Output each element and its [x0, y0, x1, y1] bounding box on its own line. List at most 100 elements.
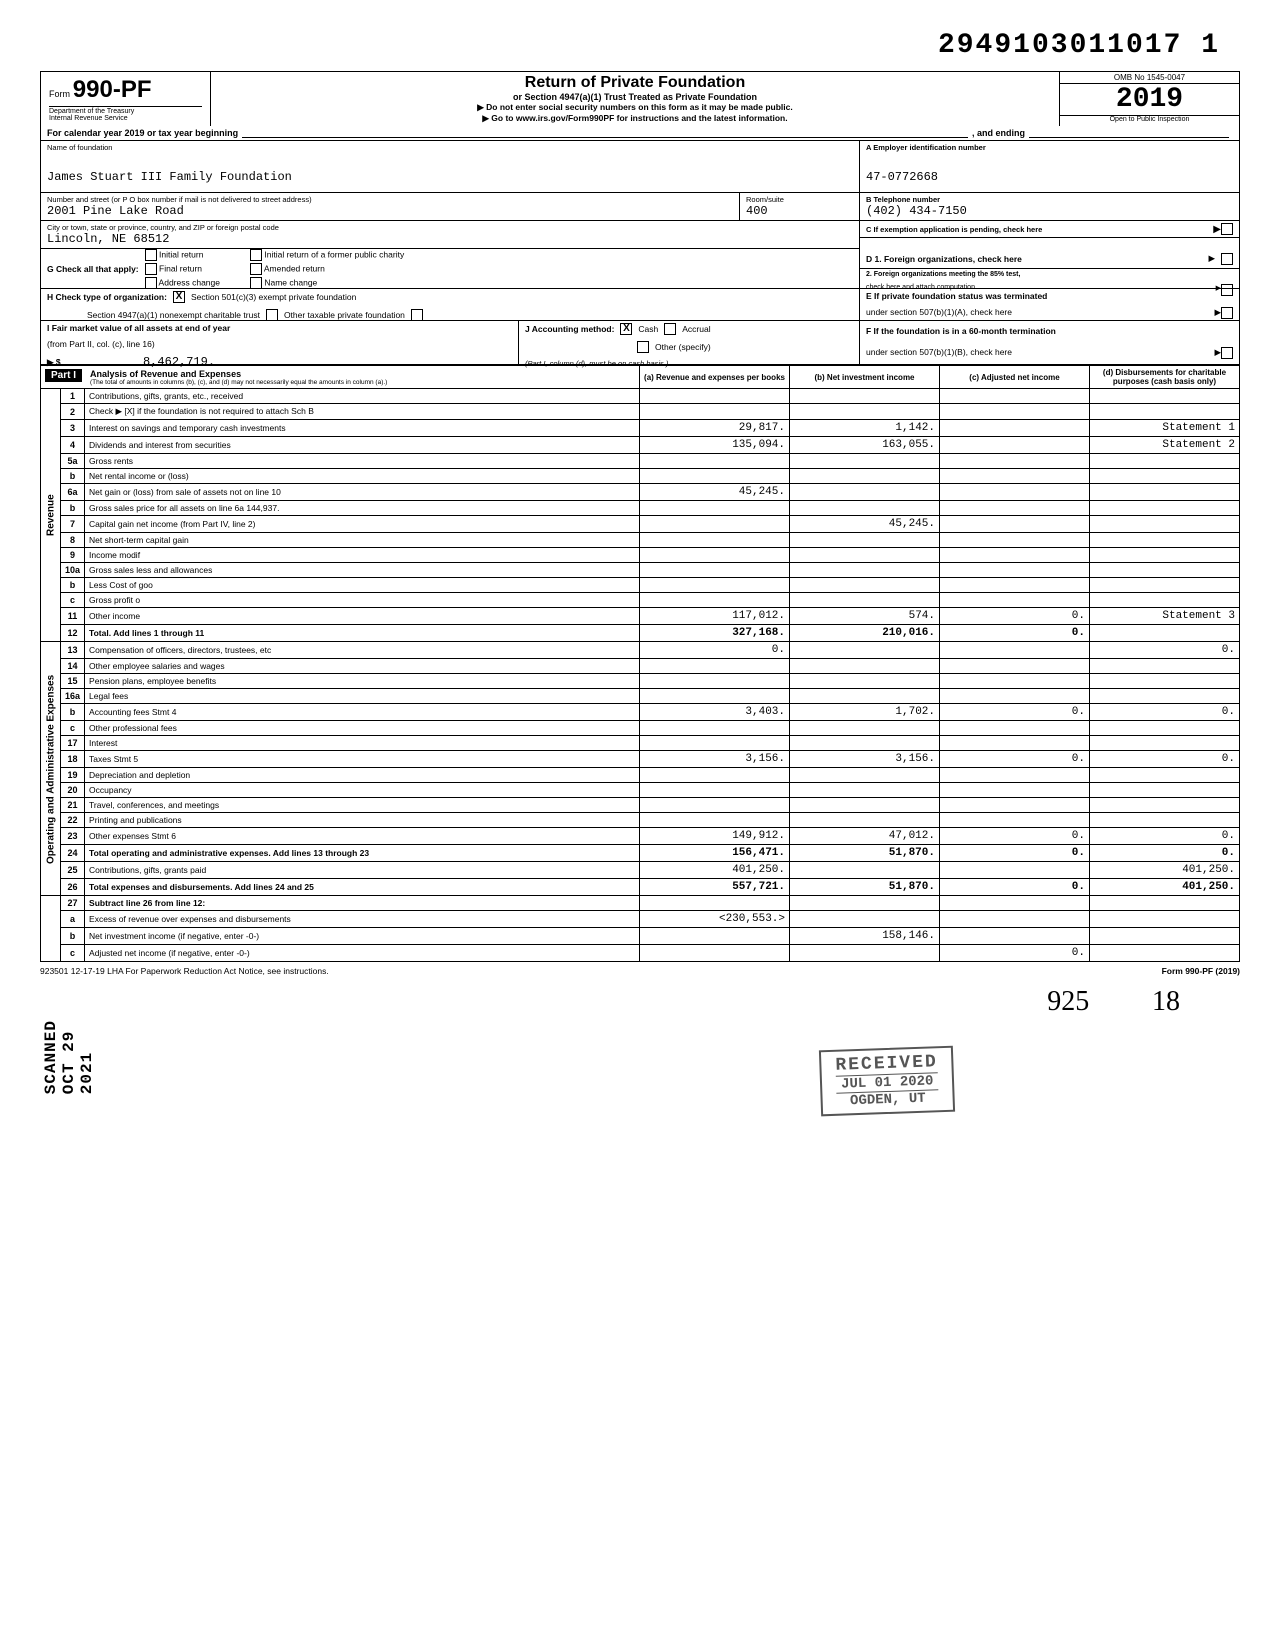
line-description: Capital gain net income (from Part IV, l… — [85, 516, 640, 533]
amount-col-c — [940, 516, 1090, 533]
j-check-other[interactable] — [637, 341, 649, 353]
table-row: 23Other expenses Stmt 6149,912.47,012.0.… — [41, 828, 1240, 845]
exemption-checkbox[interactable] — [1221, 223, 1233, 235]
line-number: 6a — [61, 484, 85, 501]
amount-col-b: 163,055. — [790, 437, 940, 454]
h-check-3[interactable] — [411, 309, 423, 321]
name-cell: Name of foundation James Stuart III Fami… — [41, 141, 859, 193]
amount-col-b — [790, 783, 940, 798]
line-number: 20 — [61, 783, 85, 798]
line-number: 23 — [61, 828, 85, 845]
hand-1: 925 — [1047, 986, 1089, 1017]
line-number: b — [61, 928, 85, 945]
name-label: Name of foundation — [47, 143, 853, 152]
j-note: (Part I, column (d), must be on cash bas… — [525, 359, 853, 368]
g-check-1[interactable] — [145, 263, 157, 275]
line-number: 13 — [61, 642, 85, 659]
j-label: J Accounting method: — [525, 324, 614, 334]
line-number: 3 — [61, 420, 85, 437]
g-check-2[interactable] — [145, 277, 157, 289]
amount-col-b — [790, 862, 940, 879]
calendar-year-row: For calendar year 2019 or tax year begin… — [40, 126, 1240, 140]
i-arrow: ▶ $ — [47, 357, 61, 367]
amount-col-b — [790, 548, 940, 563]
table-row: 3Interest on savings and temporary cash … — [41, 420, 1240, 437]
line-description: Net short-term capital gain — [85, 533, 640, 548]
line-description: Gross sales price for all assets on line… — [85, 501, 640, 516]
col-d-header: (d) Disbursements for charitable purpose… — [1090, 366, 1240, 389]
d1-checkbox[interactable] — [1221, 253, 1233, 265]
line-description: Total expenses and disbursements. Add li… — [85, 879, 640, 896]
exemption-cell: C If exemption application is pending, c… — [860, 221, 1239, 238]
line-number: 8 — [61, 533, 85, 548]
ein-value: 47-0772668 — [866, 170, 1233, 184]
ein-cell: A Employer identification number 47-0772… — [860, 141, 1239, 193]
table-row: aExcess of revenue over expenses and dis… — [41, 911, 1240, 928]
amount-col-b — [790, 563, 940, 578]
j-row: J Accounting method: X Cash Accrual Othe… — [519, 321, 859, 365]
d2-row: 2. Foreign organizations meeting the 85%… — [860, 269, 1239, 289]
amount-col-a — [640, 674, 790, 689]
amount-col-d: 0. — [1090, 642, 1240, 659]
g-check-4[interactable] — [250, 263, 262, 275]
amount-col-a: <230,553.> — [640, 911, 790, 928]
line-number: 19 — [61, 768, 85, 783]
table-row: 26Total expenses and disbursements. Add … — [41, 879, 1240, 896]
amount-col-c — [940, 768, 1090, 783]
h-check-2[interactable] — [266, 309, 278, 321]
amount-col-d — [1090, 813, 1240, 828]
amount-col-d — [1090, 563, 1240, 578]
g-check-3[interactable] — [250, 249, 262, 261]
amount-col-c — [940, 533, 1090, 548]
amount-col-a: 0. — [640, 642, 790, 659]
amount-col-c — [940, 642, 1090, 659]
amount-col-c — [940, 437, 1090, 454]
amount-col-c — [940, 420, 1090, 437]
cal-year-blank1 — [242, 128, 968, 138]
amount-col-c: 0. — [940, 704, 1090, 721]
line-description: Legal fees — [85, 689, 640, 704]
g-check-0[interactable] — [145, 249, 157, 261]
j-check-cash[interactable]: X — [620, 323, 632, 335]
g-opt-3: Initial return of a former public charit… — [250, 249, 404, 261]
j-check-accrual[interactable] — [664, 323, 676, 335]
amount-col-d: 401,250. — [1090, 879, 1240, 896]
exemption-label: C If exemption application is pending, c… — [866, 225, 1042, 234]
f-checkbox[interactable] — [1221, 347, 1233, 359]
amount-col-a: 149,912. — [640, 828, 790, 845]
spacer-cell — [41, 896, 61, 962]
h-opt3: Other taxable private foundation — [284, 310, 405, 320]
line-description: Contributions, gifts, grants paid — [85, 862, 640, 879]
line-description: Other professional fees — [85, 721, 640, 736]
e-checkbox[interactable] — [1221, 307, 1233, 319]
footer-right: Form 990-PF (2019) — [1162, 966, 1240, 976]
amount-col-d — [1090, 896, 1240, 911]
g-label: G Check all that apply: — [47, 264, 139, 274]
g-check-5[interactable] — [250, 277, 262, 289]
identity-left: Name of foundation James Stuart III Fami… — [41, 141, 859, 249]
amount-col-c — [940, 736, 1090, 751]
h-opt1: Section 501(c)(3) exempt private foundat… — [191, 292, 356, 302]
amount-col-c: 0. — [940, 879, 1090, 896]
year-box: OMB No 1545-0047 2019 Open to Public Ins… — [1059, 72, 1239, 126]
table-row: bNet investment income (if negative, ent… — [41, 928, 1240, 945]
table-row: 19Depreciation and depletion — [41, 768, 1240, 783]
line-number: 26 — [61, 879, 85, 896]
amount-col-a — [640, 404, 790, 420]
j-other: Other (specify) — [655, 342, 711, 352]
line-description: Interest — [85, 736, 640, 751]
table-row: cAdjusted net income (if negative, enter… — [41, 945, 1240, 962]
part1-table: Part I Analysis of Revenue and Expenses … — [40, 365, 1240, 962]
amount-col-d: Statement 3 — [1090, 608, 1240, 625]
line-description: Total operating and administrative expen… — [85, 845, 640, 862]
amount-col-a — [640, 578, 790, 593]
line-number: c — [61, 593, 85, 608]
amount-col-d: Statement 2 — [1090, 437, 1240, 454]
amount-col-b — [790, 945, 940, 962]
phone-cell: B Telephone number (402) 434-7150 — [860, 193, 1239, 221]
amount-col-a: 135,094. — [640, 437, 790, 454]
i-sub: (from Part II, col. (c), line 16) — [47, 339, 155, 349]
amount-col-d — [1090, 389, 1240, 404]
city-label: City or town, state or province, country… — [47, 223, 853, 232]
h-check-1[interactable]: X — [173, 291, 185, 303]
